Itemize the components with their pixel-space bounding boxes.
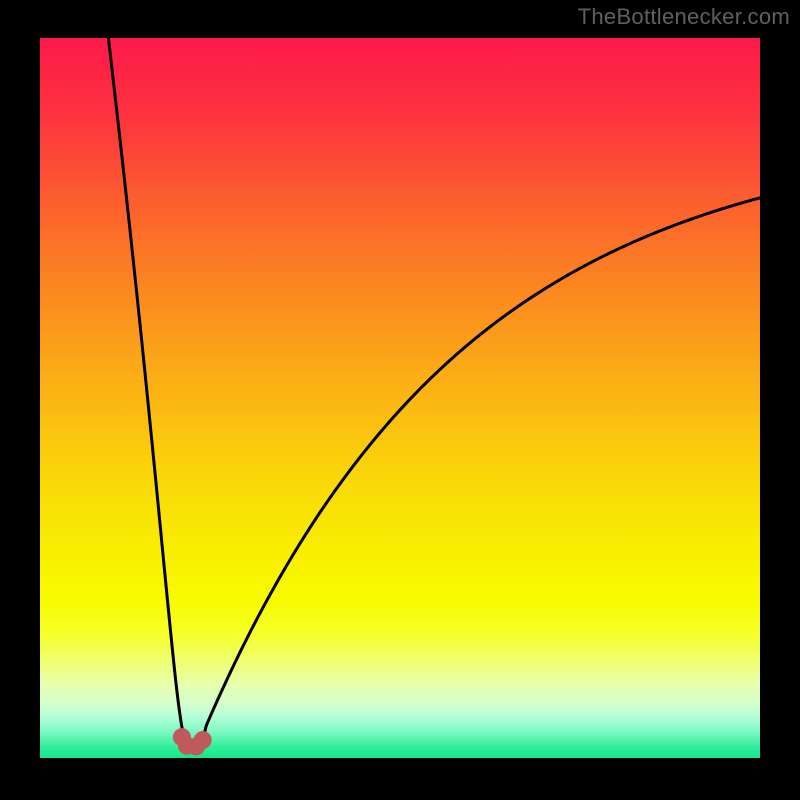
valley-marker xyxy=(194,731,212,749)
watermark-text: TheBottlenecker.com xyxy=(578,4,790,30)
chart-plot-area xyxy=(40,38,760,758)
curve-left-branch xyxy=(108,38,184,737)
curve-right-branch xyxy=(203,198,760,740)
bottleneck-curve xyxy=(40,38,760,758)
